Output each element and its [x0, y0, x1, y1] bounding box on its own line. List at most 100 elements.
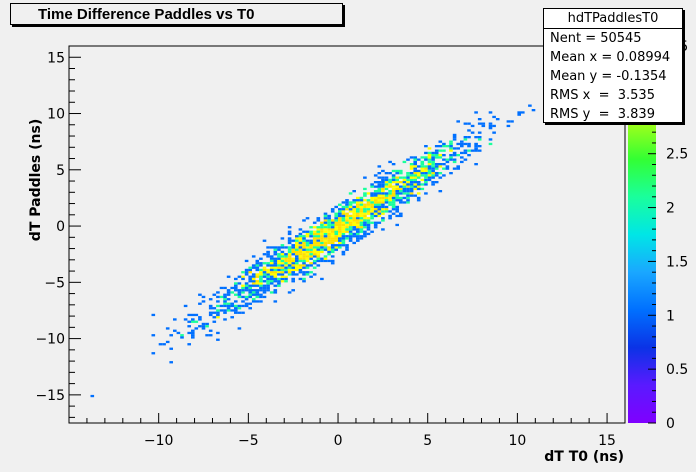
- heatmap-bin: [338, 221, 342, 224]
- heatmap-bin: [363, 230, 367, 233]
- heatmap-bin: [424, 178, 428, 182]
- heatmap-bin: [323, 241, 328, 245]
- heatmap-bin: [309, 250, 313, 254]
- heatmap-bin: [248, 268, 252, 272]
- heatmap-bin: [366, 203, 371, 206]
- heatmap-bin: [427, 151, 432, 155]
- heatmap-bin: [320, 226, 324, 229]
- heatmap-bin: [327, 223, 331, 227]
- heatmap-bin: [259, 257, 263, 260]
- heatmap-bin: [356, 226, 360, 229]
- heatmap-bin: [359, 228, 364, 231]
- heatmap-bin: [334, 244, 338, 247]
- heatmap-bin: [237, 304, 242, 308]
- heatmap-bin: [194, 313, 199, 317]
- heatmap-bin: [460, 160, 464, 164]
- heatmap-bin: [266, 282, 270, 285]
- heatmap-bin: [208, 298, 213, 301]
- stats-histogram-name: hdTPaddlesT0: [544, 9, 682, 29]
- heatmap-bin: [302, 250, 306, 254]
- heatmap-bin: [234, 307, 238, 310]
- heatmap-bin: [477, 122, 482, 125]
- heatmap-bin: [262, 266, 267, 269]
- heatmap-bin: [345, 219, 349, 222]
- heatmap-bin: [345, 205, 349, 209]
- heatmap-bin: [406, 196, 410, 200]
- heatmap-bin: [338, 223, 342, 227]
- heatmap-bin: [409, 167, 414, 170]
- heatmap-bin: [251, 282, 256, 285]
- heatmap-bin: [262, 253, 267, 256]
- heatmap-bin: [359, 210, 364, 213]
- heatmap-bin: [180, 336, 184, 339]
- heatmap-bin: [416, 199, 421, 202]
- heatmap-bin: [338, 237, 342, 240]
- heatmap-bin: [277, 253, 281, 256]
- heatmap-bin: [320, 230, 324, 233]
- heatmap-bin: [262, 291, 267, 294]
- heatmap-bin: [323, 230, 328, 233]
- heatmap-bin: [449, 149, 453, 152]
- heatmap-bin: [334, 239, 338, 242]
- heatmap-bin: [338, 208, 342, 211]
- heatmap-bin: [305, 241, 310, 245]
- heatmap-bin: [359, 235, 364, 238]
- heatmap-bin: [366, 217, 371, 220]
- heatmap-bin: [348, 210, 353, 213]
- heatmap-bin: [413, 172, 417, 175]
- heatmap-bin: [280, 237, 285, 240]
- heatmap-bin: [298, 239, 303, 242]
- heatmap-bin: [477, 136, 482, 139]
- heatmap-bin: [359, 212, 364, 215]
- heatmap-bin: [330, 241, 335, 245]
- heatmap-bin: [431, 154, 435, 157]
- heatmap-bin: [341, 217, 346, 220]
- y-tick-label: 10: [47, 107, 65, 123]
- heatmap-bin: [284, 268, 288, 272]
- heatmap-bin: [251, 284, 256, 287]
- heatmap-bin: [269, 280, 274, 283]
- heatmap-bin: [330, 226, 335, 229]
- heatmap-bin: [384, 210, 389, 213]
- heatmap-bin: [323, 217, 328, 220]
- heatmap-bin: [477, 145, 482, 148]
- heatmap-bin: [226, 293, 231, 296]
- heatmap-bin: [431, 167, 435, 170]
- heatmap-bin: [277, 268, 281, 272]
- heatmap-bin: [259, 284, 263, 287]
- heatmap-bin: [277, 266, 281, 269]
- heatmap-bin: [259, 293, 263, 296]
- heatmap-bin: [273, 257, 278, 260]
- heatmap-bin: [273, 262, 278, 265]
- stats-rms-x: RMS x = 3.535: [550, 88, 655, 103]
- heatmap-bin: [251, 289, 256, 292]
- heatmap-bin: [273, 289, 278, 292]
- heatmap-bin: [420, 156, 425, 159]
- heatmap-bin: [373, 210, 378, 213]
- heatmap-bin: [287, 241, 292, 245]
- heatmap-bin: [212, 320, 217, 323]
- heatmap-bin: [341, 232, 346, 236]
- heatmap-bin: [334, 246, 338, 249]
- heatmap-bin: [244, 268, 249, 272]
- heatmap-bin: [427, 165, 432, 168]
- heatmap-bin: [391, 176, 396, 179]
- heatmap-bin: [424, 183, 428, 186]
- heatmap-bin: [302, 280, 306, 283]
- heatmap-bin: [287, 259, 292, 263]
- heatmap-bin: [460, 145, 464, 148]
- heatmap-bin: [381, 183, 385, 186]
- heatmap-bin: [341, 219, 346, 222]
- heatmap-bin: [320, 259, 324, 263]
- heatmap-bin: [269, 259, 274, 263]
- heatmap-bin: [445, 160, 450, 164]
- x-tick-label: 10: [508, 433, 526, 449]
- heatmap-bin: [345, 228, 349, 231]
- heatmap-bin: [391, 169, 396, 173]
- heatmap-bin: [388, 172, 392, 175]
- heatmap-bin: [334, 230, 338, 233]
- heatmap-bin: [241, 295, 245, 299]
- heatmap-bin: [298, 271, 303, 274]
- heatmap-bin: [266, 284, 270, 287]
- heatmap-bin: [338, 217, 342, 220]
